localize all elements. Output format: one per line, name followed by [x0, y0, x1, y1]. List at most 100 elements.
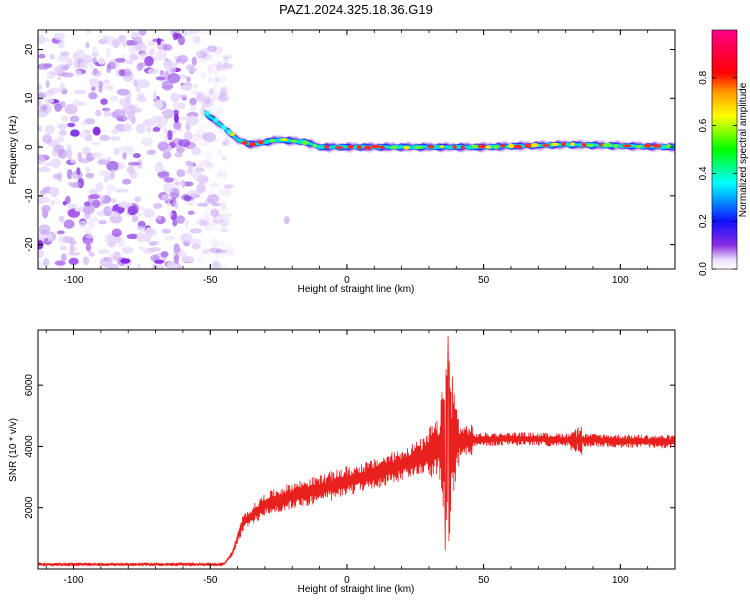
spectrogram-noise-blob: [209, 238, 218, 249]
spectrogram-noise-blob: [197, 174, 209, 184]
spectrogram-noise-blob: [161, 228, 171, 234]
spectrogram-noise-blob: [38, 125, 43, 132]
spectrogram-noise-blob: [147, 40, 156, 46]
spectrogram-noise-blob: [191, 147, 202, 156]
spectrogram-noise-blob: [168, 58, 173, 68]
spectrogram-noise-blob: [164, 234, 176, 241]
spectrogram-noise-blob: [197, 53, 208, 64]
spectrogram-noise-blob: [114, 188, 123, 193]
spectrogram-noise-blob: [70, 129, 80, 137]
spectrogram-noise-blob: [201, 98, 214, 108]
spectrogram-noise-blob: [92, 57, 97, 64]
spectrogram-noise-blob: [38, 154, 45, 165]
spectrogram-noise-blob: [89, 78, 101, 89]
spectrogram-noise-blob: [143, 247, 155, 254]
spectrogram-noise-blob: [202, 132, 216, 143]
spectrogram-noise-blob: [137, 159, 143, 169]
spectrogram-noise-blob: [220, 217, 230, 227]
spectrogram-noise-blob: [203, 199, 212, 210]
spectrogram-noise-blob: [136, 123, 146, 135]
spectrogram-hot-spot: [635, 145, 642, 149]
spectrogram-noise-blob: [50, 71, 63, 75]
spectrogram-noise-blob: [172, 219, 178, 227]
spectrogram-noise-blob: [38, 109, 42, 119]
spectrogram-noise-blob: [219, 212, 233, 218]
spectrogram-noise-blob: [177, 35, 186, 46]
spectrogram-noise-blob: [186, 76, 191, 83]
spectrogram-noise-blob: [206, 91, 211, 97]
spectrogram-noise-blob: [137, 79, 151, 89]
spectrogram-noise-blob: [61, 88, 68, 95]
spectrogram-noise-blob: [85, 234, 96, 239]
spectrogram-noise-blob: [223, 184, 235, 189]
spectrogram-noise-blob: [197, 123, 209, 129]
spectrogram-noise-blob: [136, 263, 142, 269]
spectrogram-noise-blob: [176, 147, 185, 153]
spectrogram-hot-spot: [665, 144, 672, 149]
spectrogram-noise-blob: [152, 90, 157, 101]
spectrogram-noise-blob: [117, 146, 130, 154]
spectrogram-noise-blob: [206, 194, 220, 204]
spectrogram-noise-blob: [176, 169, 186, 178]
spectrogram-noise-blob: [214, 251, 225, 258]
spectrogram-noise-blob: [56, 136, 65, 142]
colorbar: 0.0 0.2 0.4 0.6 0.8 Normalized spectral ampl…: [698, 29, 749, 276]
spectrogram-noise-blob: [72, 51, 80, 61]
spectrogram-y-tick-label: 20: [24, 44, 35, 56]
spectrogram-noise-blob: [96, 210, 105, 217]
spectrogram-x-tick-label: 50: [478, 275, 490, 286]
snr-series-line: [38, 336, 675, 567]
spectrogram-noise-blob: [177, 139, 191, 148]
spectrogram-noise-blob: [146, 126, 152, 133]
spectrogram-noise-blob: [92, 67, 98, 75]
spectrogram-noise-blob: [99, 193, 105, 202]
spectrogram-noise-blob: [103, 109, 112, 118]
spectrogram-noise-blob: [203, 223, 217, 232]
spectrogram-noise-blob: [191, 243, 201, 250]
colorbar-tick-label: 0.6: [698, 118, 709, 132]
spectrogram-noise-blob: [38, 142, 41, 147]
spectrogram-noise-blob: [197, 188, 209, 193]
spectrogram-noise-blob: [216, 61, 223, 71]
spectrogram-noise-blob: [162, 150, 172, 160]
colorbar-tick-label: 0.0: [698, 262, 709, 276]
spectrogram-noise-blob: [90, 151, 102, 159]
spectrogram-noise-blob: [65, 195, 71, 205]
spectrogram-noise-blob: [177, 102, 186, 110]
spectrogram-noise-blob: [210, 208, 220, 218]
spectrogram-noise-blob: [223, 246, 236, 257]
snr-y-tick-label: 2000: [24, 496, 35, 519]
snr-panel: -100 -50 0 50 100 2000 4000 6000 Height of stra…: [8, 329, 676, 595]
spectrogram-hot-spot: [603, 142, 612, 147]
spectrogram-noise-blob: [219, 90, 225, 98]
spectrogram-noise-blob: [212, 218, 221, 225]
spectrogram-noise-blob: [201, 104, 214, 116]
spectrogram-noise-blob: [214, 77, 220, 83]
colorbar-tick-label: 0.8: [698, 70, 709, 84]
spectrogram-noise-blob: [218, 46, 225, 54]
spectrogram-noise-blob: [216, 147, 223, 157]
spectrogram-noise-blob: [91, 86, 96, 91]
spectrogram-noise-blob: [54, 103, 62, 112]
spectrogram-isolated-spot: [283, 216, 290, 225]
spectrogram-noise-blob: [160, 251, 169, 258]
spectrogram-noise-blob: [106, 48, 111, 59]
spectrogram-noise-blob: [163, 177, 174, 183]
spectrogram-noise-blob: [200, 160, 211, 168]
spectrogram-noise-blob: [179, 85, 192, 91]
spectrogram-noise-blob: [59, 245, 68, 251]
spectrogram-hot-spot: [541, 144, 551, 147]
spectrogram-noise-blob: [215, 105, 224, 115]
spectrogram-noise-blob: [76, 167, 81, 176]
spectrogram-noise-blob: [195, 92, 205, 102]
spectrogram-noise-blob: [156, 38, 162, 46]
spectrogram-noise-blob: [100, 98, 108, 105]
spectrogram-x-tick-label: 0: [344, 275, 350, 286]
spectrogram-hot-spot: [356, 145, 363, 150]
spectrogram-noise-blob: [110, 198, 117, 204]
spectrogram-noise-blob: [170, 67, 177, 73]
spectrogram-noise-blob: [219, 85, 231, 93]
spectrogram-noise-blob: [106, 190, 112, 196]
spectrogram-noise-blob: [221, 63, 234, 69]
spectrogram-hot-spot: [269, 138, 276, 143]
